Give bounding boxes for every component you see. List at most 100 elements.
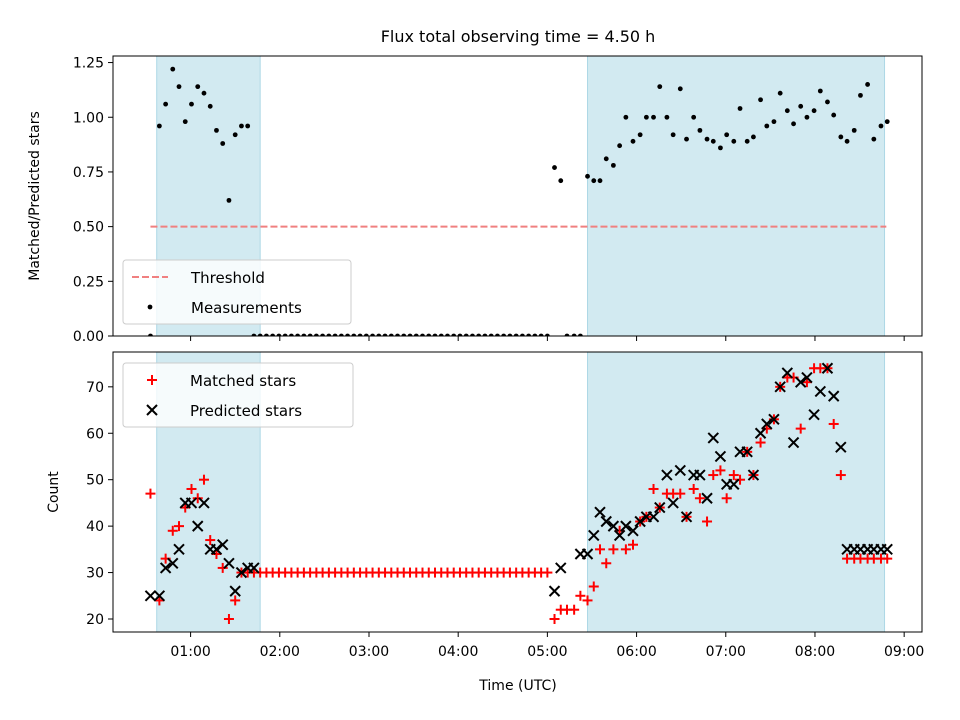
predicted-point	[173, 543, 185, 556]
measurement-point	[388, 333, 394, 336]
plot-area	[148, 56, 890, 336]
shaded-interval-2	[587, 352, 886, 632]
predicted-point	[620, 520, 632, 532]
matched-point	[582, 595, 593, 606]
matched-point	[795, 423, 806, 434]
predicted-point	[661, 469, 673, 481]
measurement-point	[758, 97, 763, 103]
measurement-point	[189, 101, 194, 107]
measurement-point	[245, 123, 251, 129]
x-tick-label: 05:00	[527, 644, 567, 660]
measurement-point	[751, 134, 756, 140]
x-tick-label: 03:00	[349, 644, 389, 660]
matched-point	[217, 562, 228, 573]
predicted-point	[548, 585, 561, 597]
matched-point	[755, 437, 766, 448]
measurement-point	[811, 108, 817, 114]
x-tick-label: 08:00	[795, 644, 835, 660]
predicted-point	[210, 543, 223, 556]
matched-point	[542, 567, 553, 578]
measurement-point	[445, 333, 450, 336]
axes-frame	[112, 55, 923, 337]
matched-point	[675, 488, 686, 499]
predicted-point	[768, 413, 780, 426]
measurement-point	[777, 90, 783, 96]
y-tick-label: 0.50	[73, 220, 104, 236]
matched-point	[223, 613, 234, 624]
measurement-point	[591, 178, 597, 184]
predicted-point	[588, 529, 600, 542]
matched-point	[549, 613, 560, 624]
y-tick-label: 40	[86, 519, 104, 535]
measurement-point	[482, 333, 488, 336]
measurement-point	[201, 90, 207, 96]
matched-point	[708, 470, 719, 481]
matched-point	[721, 493, 732, 504]
predicted-point	[814, 385, 827, 398]
measurement-point	[564, 333, 570, 336]
predicted-point	[627, 525, 639, 537]
measurement-point	[156, 123, 162, 129]
measurement-point	[844, 138, 850, 144]
measurement-point	[731, 138, 737, 144]
matched-point	[715, 465, 726, 476]
y-tick-label: 60	[86, 426, 104, 442]
matched-point	[198, 474, 209, 485]
legend-box	[122, 362, 354, 428]
measurement-point	[288, 333, 294, 336]
measurement-point	[513, 333, 519, 336]
matched-point	[601, 558, 612, 569]
predicted-point	[701, 492, 713, 504]
predicted-point	[607, 520, 620, 532]
measurement-point	[257, 333, 263, 336]
matched-point	[569, 604, 580, 615]
measurement-point	[239, 123, 244, 129]
predicted-point	[747, 469, 760, 481]
measurement-point	[858, 92, 863, 98]
predicted-point	[761, 418, 773, 430]
y-tick-label: 1.00	[73, 110, 104, 126]
measurement-point	[420, 333, 425, 336]
predicted-point	[634, 515, 646, 528]
y-tick-label: 0.75	[73, 165, 104, 181]
matched-point	[230, 595, 241, 606]
measurement-point	[195, 84, 201, 90]
predicted-point	[235, 566, 248, 579]
legend-measurements-swatch	[147, 304, 153, 310]
y-tick-label: 20	[86, 612, 104, 628]
measurement-point	[182, 119, 188, 125]
measurement-point	[670, 132, 676, 138]
measurement-point	[637, 132, 643, 138]
predicted-point	[680, 511, 693, 523]
measurement-point	[623, 114, 629, 120]
matched-point	[205, 535, 216, 546]
predicted-point	[600, 515, 612, 528]
measurement-point	[610, 162, 616, 168]
measurement-point	[395, 333, 400, 336]
predicted-point	[185, 497, 198, 509]
predicted-point	[774, 381, 786, 393]
matched-point	[192, 493, 203, 504]
predicted-point	[153, 590, 166, 602]
measurement-point	[784, 108, 790, 114]
measurement-point	[871, 136, 877, 142]
predicted-point	[694, 469, 706, 481]
measurement-point	[684, 136, 689, 142]
measurement-point	[232, 132, 238, 138]
measurement-point	[382, 333, 388, 336]
y-axis-label: Matched/Predicted stars	[27, 111, 43, 281]
measurement-point	[798, 103, 804, 109]
predicted-point	[159, 562, 172, 574]
measurement-point	[401, 333, 407, 336]
predicted-point	[781, 367, 794, 379]
measurement-point	[363, 333, 369, 336]
legend-box	[122, 259, 352, 325]
top-panel: 0.00 0.25 0.50 0.75 1.00 1.25 Matched/Predicte…	[27, 55, 923, 345]
measurement-point	[426, 333, 432, 336]
measurement-point	[282, 333, 288, 336]
predicted-point	[835, 441, 847, 453]
measurement-point	[884, 119, 890, 125]
legend-measurements-label: Measurements	[191, 299, 302, 317]
measurement-point	[831, 112, 837, 118]
predicted-point	[167, 557, 179, 569]
